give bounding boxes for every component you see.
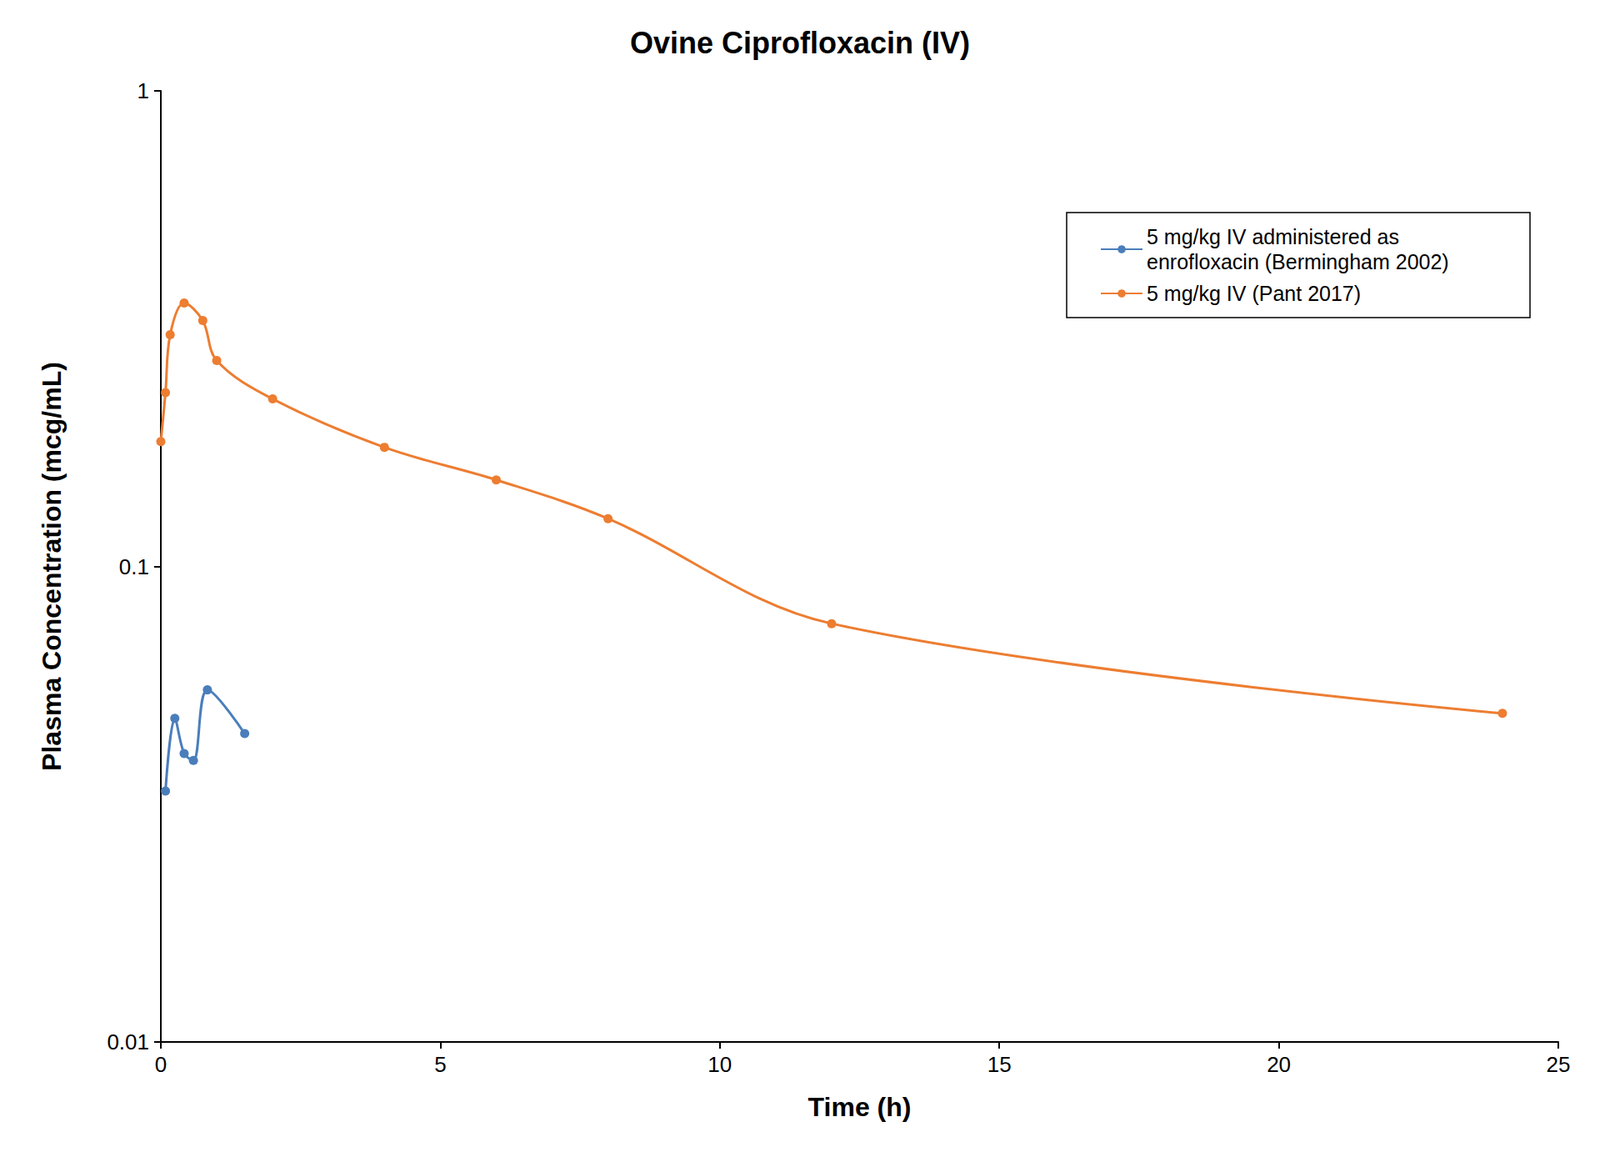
svg-text:25: 25 <box>1546 1051 1571 1077</box>
svg-text:Plasma Concentration (mcg/mL): Plasma Concentration (mcg/mL) <box>36 361 67 771</box>
svg-text:Ovine Ciprofloxacin (IV): Ovine Ciprofloxacin (IV) <box>630 25 970 60</box>
svg-text:20: 20 <box>1266 1051 1291 1077</box>
svg-text:0.1: 0.1 <box>119 554 150 580</box>
svg-text:Time (h): Time (h) <box>808 1091 912 1122</box>
svg-text:15: 15 <box>987 1051 1012 1077</box>
svg-text:5: 5 <box>434 1051 446 1077</box>
svg-text:5 mg/kg IV administered as: 5 mg/kg IV administered as <box>1146 225 1405 249</box>
svg-text:0.01: 0.01 <box>106 1029 150 1055</box>
svg-text:10: 10 <box>707 1051 732 1077</box>
svg-text:0: 0 <box>155 1051 167 1077</box>
svg-text:1: 1 <box>137 78 150 104</box>
svg-text:5 mg/kg IV (Pant 2017): 5 mg/kg IV (Pant 2017) <box>1146 281 1361 305</box>
svg-text:enrofloxacin (Bermingham 2002): enrofloxacin (Bermingham 2002) <box>1146 250 1450 274</box>
